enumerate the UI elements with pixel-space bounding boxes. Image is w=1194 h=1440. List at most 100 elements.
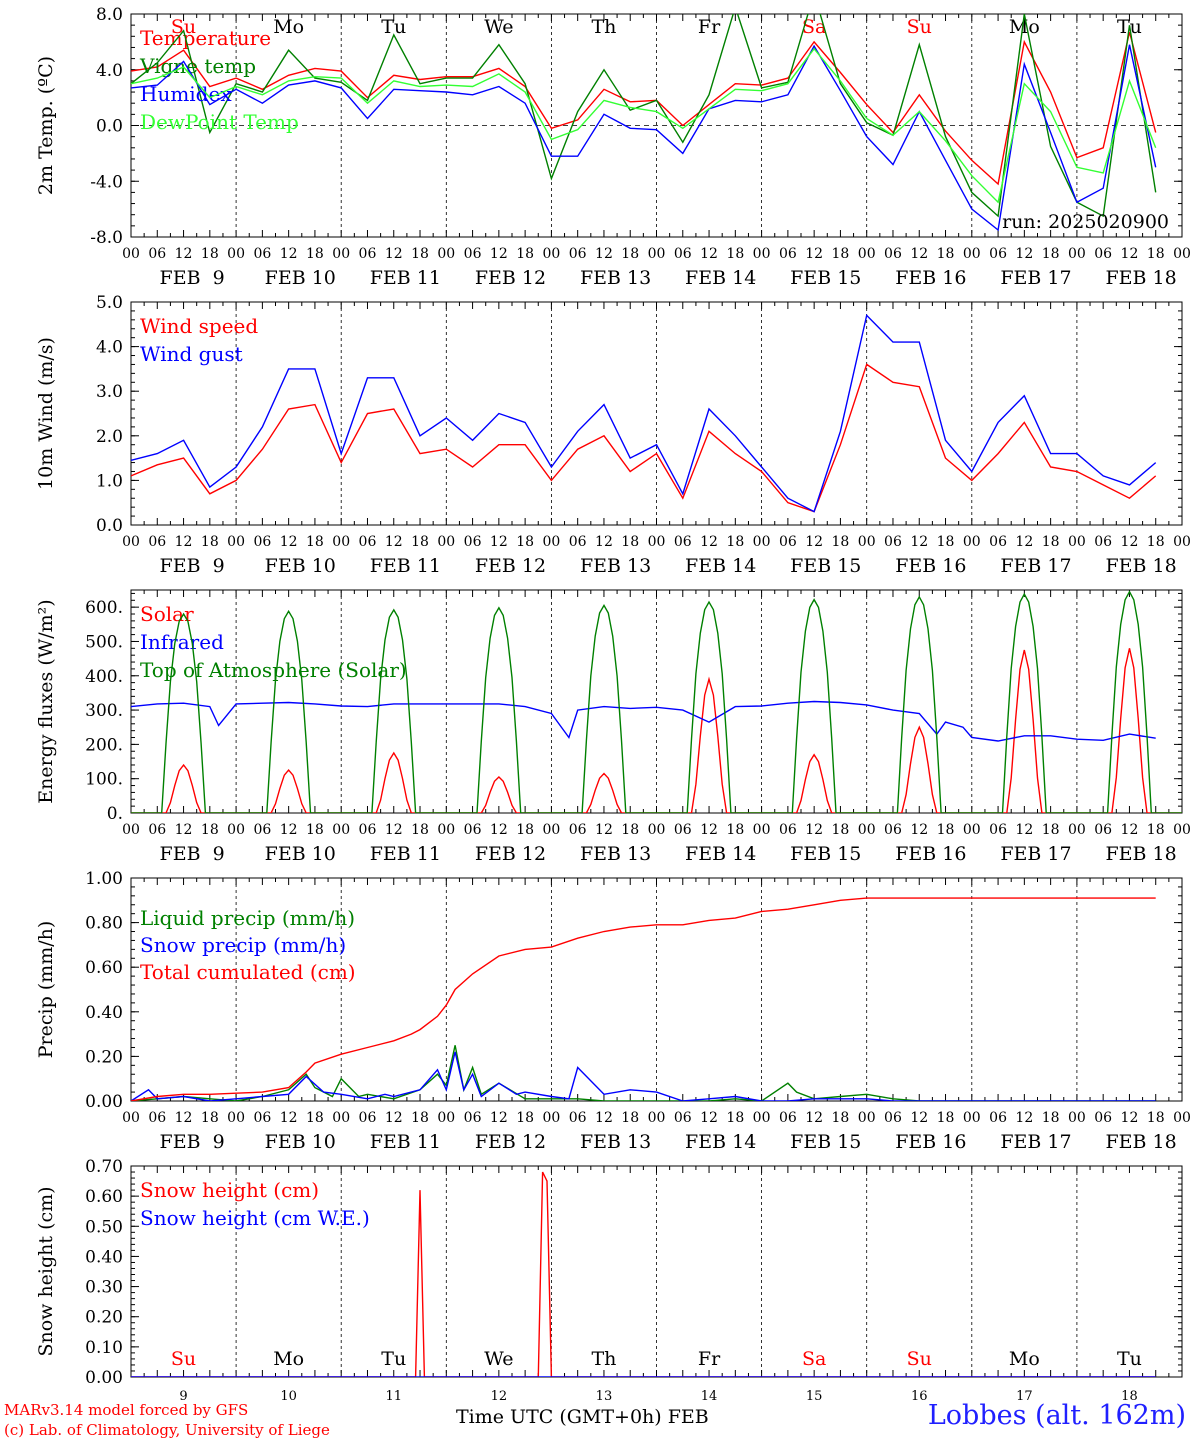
y-tick-label: 300. [85, 701, 123, 721]
date-label: FEB 16 [895, 267, 966, 289]
hour-tick-label: 06 [464, 822, 482, 838]
hour-tick-label: 06 [464, 1110, 482, 1126]
y-axis-label: Energy fluxes (W/m²) [35, 599, 57, 803]
hour-tick-label: 12 [910, 822, 928, 838]
panel-frame [130, 589, 1183, 814]
weekday-label: We [484, 1348, 513, 1370]
weekday-label: Tu [1117, 1348, 1142, 1370]
y-tick-label: 500. [85, 632, 123, 652]
y-tick-label: 0.0 [96, 117, 123, 137]
weekday-label: Th [591, 16, 616, 38]
hour-tick-label: 06 [674, 534, 692, 550]
y-tick-label: 5.0 [96, 293, 123, 313]
legend-entry: Snow precip (mm/h) [140, 933, 346, 957]
y-tick-label: 3.0 [96, 382, 123, 402]
hour-tick-label: 00 [1173, 1110, 1191, 1126]
date-label: FEB 10 [265, 555, 336, 577]
legend-entry: Top of Atmosphere (Solar) [140, 658, 407, 682]
hour-tick-label: 06 [1094, 822, 1112, 838]
y-tick-label: 0.40 [85, 1003, 123, 1023]
weekday-label: Fr [698, 1348, 721, 1370]
hour-tick-label: 18 [306, 246, 324, 262]
hour-tick-label: 06 [148, 534, 166, 550]
hour-tick-label: 12 [910, 1110, 928, 1126]
hour-tick-label: 12 [805, 822, 823, 838]
date-label: FEB 14 [685, 843, 756, 865]
hour-tick-label: 06 [1094, 534, 1112, 550]
station-name: Lobbes (alt. 162m) [927, 1400, 1186, 1431]
hour-tick-label: 12 [910, 534, 928, 550]
hour-tick-label: 18 [306, 534, 324, 550]
hour-tick-label: 12 [700, 1110, 718, 1126]
hour-tick-label: 18 [516, 822, 534, 838]
hour-tick-label: 06 [884, 1110, 902, 1126]
date-label: FEB 14 [685, 1131, 756, 1153]
y-tick-label: 0.0 [96, 516, 123, 536]
y-tick-label: 400. [85, 667, 123, 687]
date-label: FEB 12 [475, 1131, 546, 1153]
hour-tick-label: 06 [779, 1110, 797, 1126]
weekday-label: Sa [802, 16, 826, 38]
hour-tick-label: 12 [595, 1110, 613, 1126]
hour-tick-label: 06 [674, 822, 692, 838]
hour-tick-label: 12 [490, 1110, 508, 1126]
series-line-top-of-atmosphere-solar [131, 590, 1182, 813]
weekday-label: Mo [1009, 1348, 1040, 1370]
hour-tick-label: 00 [1068, 246, 1086, 262]
date-label: FEB 14 [685, 555, 756, 577]
hour-tick-label: 18 [937, 822, 955, 838]
weekday-label: Tu [381, 1348, 406, 1370]
y-tick-label: -8.0 [90, 228, 123, 248]
hour-tick-label: 00 [648, 534, 666, 550]
hour-tick-label: 18 [1042, 534, 1060, 550]
y-tick-label: 100. [85, 770, 123, 790]
y-tick-label: 0.20 [85, 1047, 123, 1067]
hour-tick-label: 06 [989, 822, 1007, 838]
weekday-label: Su [171, 1348, 196, 1370]
y-tick-label: 4.0 [96, 338, 123, 358]
hour-tick-label: 00 [963, 1110, 981, 1126]
series-line-total-cumulated-cm [131, 897, 1156, 1101]
model-line: MARv3.14 model forced by GFS [4, 1401, 249, 1419]
hour-tick-label: 12 [175, 822, 193, 838]
hour-tick-label: 12 [385, 246, 403, 262]
hour-tick-label: 00 [542, 1110, 560, 1126]
hour-tick-label: 12 [385, 1110, 403, 1126]
weekday-label: Su [907, 16, 932, 38]
date-label: FEB 16 [895, 843, 966, 865]
hour-tick-label: 12 [910, 246, 928, 262]
legend-entry: Wind gust [140, 342, 243, 366]
hour-tick-label: 00 [437, 246, 455, 262]
hour-tick-label: 12 [1121, 1110, 1139, 1126]
hour-tick-label: 12 [595, 822, 613, 838]
hour-tick-label: 06 [779, 246, 797, 262]
weekday-label: Tu [381, 16, 406, 38]
series-line-humidex [131, 44, 1157, 232]
hour-tick-label: 00 [437, 534, 455, 550]
date-label: FEB 12 [475, 555, 546, 577]
hour-tick-label: 00 [437, 1110, 455, 1126]
date-label: FEB 17 [1000, 555, 1071, 577]
date-label: FEB 13 [580, 843, 651, 865]
x-axis-title: Time UTC (GMT+0h) FEB [456, 1406, 709, 1428]
hour-tick-label: 06 [779, 822, 797, 838]
hour-tick-label: 06 [148, 246, 166, 262]
hour-tick-label: 12 [280, 1110, 298, 1126]
hour-tick-label: 12 [385, 534, 403, 550]
hour-tick-label: 18 [621, 822, 639, 838]
panel-frame [130, 301, 1183, 526]
date-label: FEB 17 [1000, 843, 1071, 865]
date-label: FEB 11 [370, 267, 441, 289]
hour-tick-label: 06 [569, 534, 587, 550]
hour-tick-label: 12 [1015, 822, 1033, 838]
date-label: FEB 13 [580, 555, 651, 577]
hour-tick-label: 00 [648, 822, 666, 838]
y-tick-label: 200. [85, 735, 123, 755]
day-number-label: 13 [596, 1389, 613, 1404]
hour-tick-label: 00 [963, 534, 981, 550]
y-axis-label: Precip (mm/h) [35, 921, 57, 1059]
hour-tick-label: 12 [490, 534, 508, 550]
hour-tick-label: 18 [1042, 1110, 1060, 1126]
hour-tick-label: 18 [832, 822, 850, 838]
